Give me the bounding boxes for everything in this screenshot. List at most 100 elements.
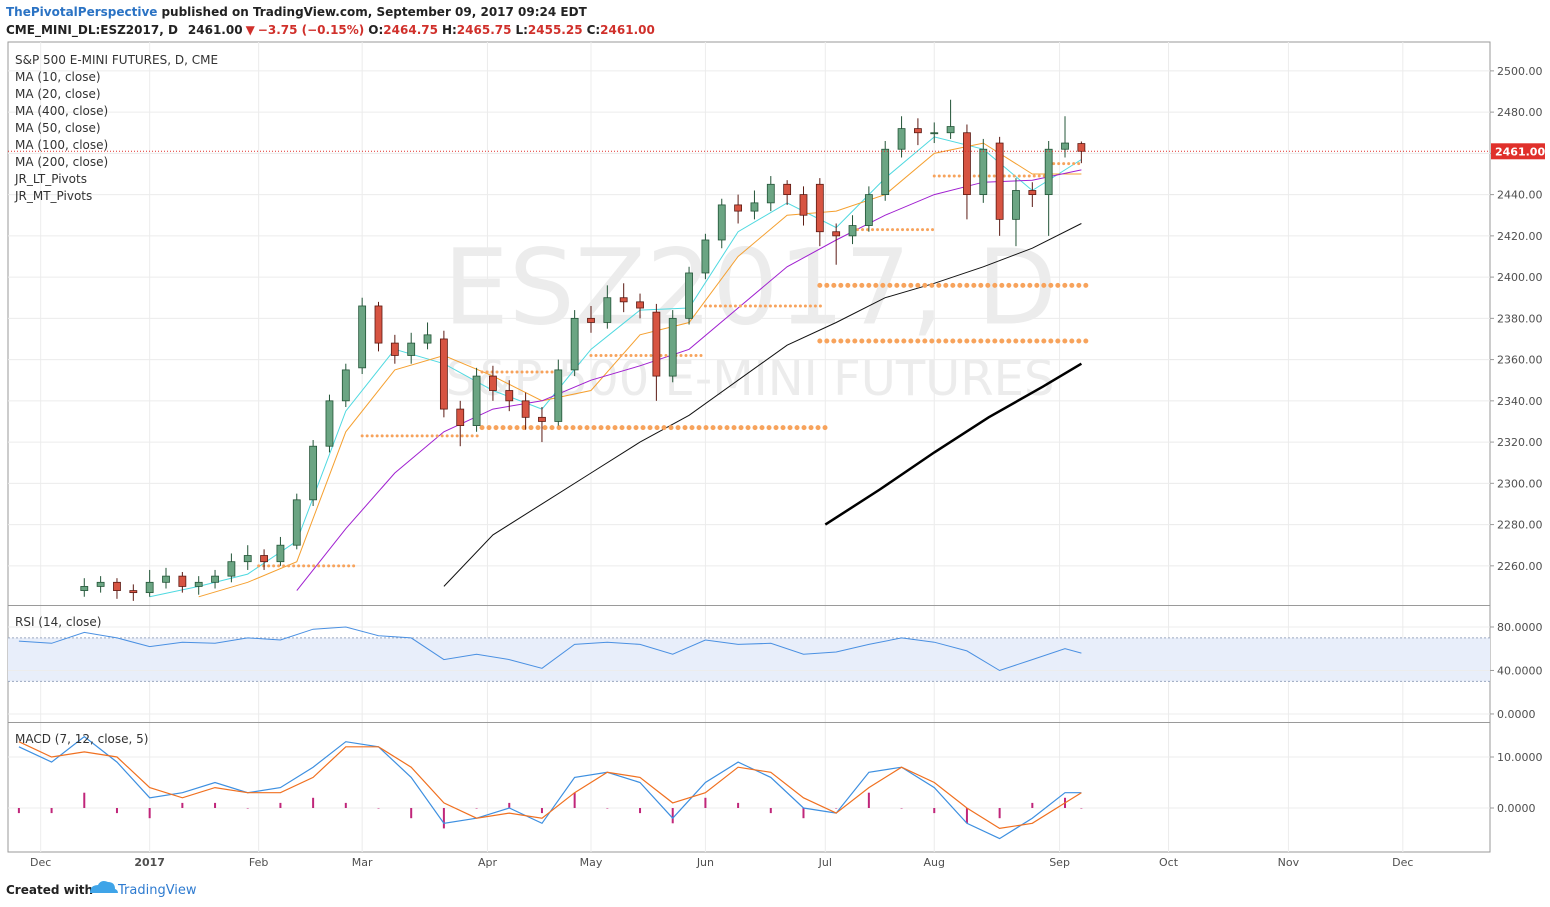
candle-body: [80, 586, 89, 591]
candle-body: [489, 375, 497, 391]
y-tick-label: 40.0000: [1497, 664, 1543, 677]
high: 2465.75: [457, 23, 512, 37]
y-tick-label: 2400.00: [1497, 271, 1543, 284]
candle-body: [832, 231, 841, 237]
candle-body: [456, 408, 465, 426]
grid: [8, 42, 1490, 852]
candle-body: [701, 239, 710, 274]
candle-body: [341, 369, 350, 402]
open: 2464.75: [383, 23, 438, 37]
low-label: L:: [515, 23, 527, 37]
candle-body: [538, 416, 546, 422]
candle-body: [243, 555, 252, 563]
histogram-bar: [998, 807, 1001, 819]
histogram-bar: [377, 807, 380, 809]
y-tick-label: 10.0000: [1497, 751, 1543, 764]
y-tick-label: 2420.00: [1497, 230, 1543, 243]
candle-body: [276, 544, 285, 563]
candle-body: [734, 204, 743, 212]
histogram-bar: [508, 802, 511, 808]
y-tick-label: 80.0000: [1497, 621, 1543, 634]
x-tick-label: 2017: [134, 856, 165, 869]
x-tick-label: Mar: [352, 856, 373, 869]
y-tick-label: 2380.00: [1497, 312, 1543, 325]
candle-body: [1028, 190, 1037, 196]
y-tick-label: 2340.00: [1497, 395, 1543, 408]
histogram-bar: [115, 807, 118, 814]
histogram-bar: [737, 802, 740, 808]
watermark-name: S&P 500 E-MINI FUTURES: [446, 351, 1055, 407]
candle-body: [914, 128, 922, 134]
moving-average: [198, 142, 1082, 598]
legend-entry: JR_LT_Pivots: [14, 172, 87, 186]
candle-body: [1061, 142, 1069, 150]
candle-body: [930, 132, 939, 135]
histogram-bar: [181, 802, 184, 808]
candle-body: [96, 581, 105, 587]
legend-entry: MA (400, close): [15, 104, 108, 118]
watermark: ESZ2017, D S&P 500 E-MINI FUTURES: [443, 226, 1057, 407]
last-price-box: [1491, 143, 1545, 160]
panel-title: MACD (7, 12, close, 5): [15, 732, 148, 746]
candle-body: [652, 311, 661, 377]
watermark-symbol: ESZ2017, D: [443, 226, 1057, 348]
published: published on TradingView.com, September …: [161, 5, 587, 19]
change: −3.75 (−0.15%): [258, 23, 365, 37]
histogram-bar: [50, 807, 53, 814]
symbol: CME_MINI_DL:ESZ2017, D: [6, 23, 178, 38]
low: 2455.25: [528, 23, 583, 37]
y-tick-label: 2320.00: [1497, 436, 1543, 449]
candle-body: [505, 390, 514, 402]
author[interactable]: ThePivotalPerspective: [6, 5, 157, 19]
y-tick-label: 2500.00: [1497, 65, 1543, 78]
candle-body: [979, 148, 988, 196]
candle-body: [668, 317, 677, 377]
candle-body: [439, 338, 448, 410]
candle-body: [685, 272, 693, 319]
histogram-bar: [867, 792, 870, 808]
legend-entry: MA (50, close): [15, 121, 101, 135]
high-label: H:: [442, 23, 457, 37]
candle-body: [358, 305, 367, 369]
candle-body: [129, 590, 138, 594]
histogram-bar: [769, 807, 772, 814]
candle-body: [603, 297, 612, 323]
candle-body: [472, 375, 481, 426]
candle-body: [554, 369, 563, 422]
candle-body: [799, 194, 808, 216]
close: 2461.00: [600, 23, 655, 37]
y-tick-label: 2300.00: [1497, 477, 1543, 490]
histogram-bar: [475, 807, 478, 809]
macd-line: [18, 735, 1082, 840]
histogram-bar: [900, 807, 903, 809]
candle-body: [423, 334, 432, 344]
candle-body: [848, 225, 857, 237]
x-tick-label: Nov: [1278, 856, 1300, 869]
histogram-bar: [344, 802, 347, 808]
histogram-bar: [704, 797, 707, 808]
x-tick-label: Feb: [249, 856, 268, 869]
moving-average: [443, 223, 1082, 587]
legend-entry: MA (20, close): [15, 87, 101, 101]
y-tick-label: 2480.00: [1497, 106, 1543, 119]
histogram-bar: [83, 792, 86, 808]
candle-body: [619, 297, 628, 303]
histogram-bar: [802, 807, 805, 819]
y-tick-label: 2280.00: [1497, 519, 1543, 532]
chart-title: S&P 500 E-MINI FUTURES, D, CME: [15, 53, 218, 67]
y-tick-label: 0.0000: [1497, 708, 1536, 721]
brand[interactable]: TradingView: [117, 883, 197, 898]
candle-body: [636, 301, 644, 309]
x-tick-label: Jul: [818, 856, 832, 869]
histogram-bar: [671, 807, 674, 824]
tradingview-logo: [90, 881, 118, 893]
x-tick-label: Dec: [30, 856, 51, 869]
created-with: Created with: [6, 883, 93, 897]
candle-body: [963, 132, 971, 196]
histogram-bar: [410, 807, 413, 819]
y-tick-label: 0.0000: [1497, 802, 1536, 815]
histogram-bar: [835, 807, 838, 809]
y-tick-label: 2260.00: [1497, 560, 1543, 573]
x-tick-label: Aug: [924, 856, 945, 869]
candle-body: [815, 183, 824, 233]
